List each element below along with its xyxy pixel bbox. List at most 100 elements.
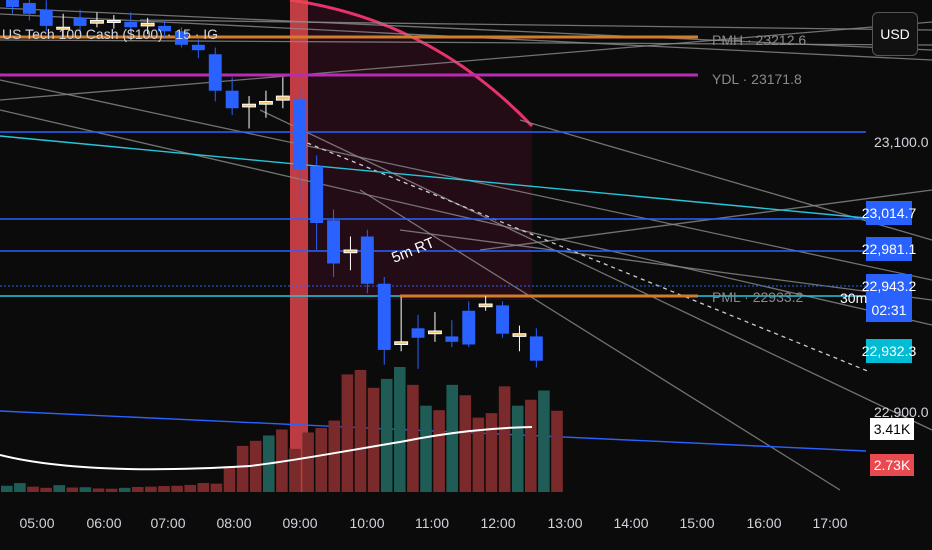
candle-body bbox=[529, 336, 543, 361]
volume-bar bbox=[105, 488, 118, 492]
price-axis-label-23100: 23,100.0 bbox=[874, 134, 929, 150]
candle-body bbox=[140, 22, 155, 27]
candle-body bbox=[327, 220, 340, 264]
candle-body bbox=[377, 283, 391, 350]
timeframe-label: 30m bbox=[840, 290, 868, 306]
candle-body bbox=[259, 101, 273, 105]
candle-body bbox=[496, 305, 509, 334]
time-tick-label: 15:00 bbox=[679, 515, 714, 531]
volume-bar bbox=[380, 378, 393, 492]
trendline-3 bbox=[139, 19, 932, 31]
volume-bar bbox=[459, 395, 472, 492]
currency-button[interactable]: USD bbox=[872, 12, 918, 56]
volume-bar bbox=[66, 487, 79, 492]
time-tick-label: 13:00 bbox=[547, 515, 582, 531]
candle-body bbox=[22, 2, 36, 14]
trendline-0 bbox=[0, 7, 932, 51]
volume-bar bbox=[472, 417, 485, 492]
time-tick-label: 08:00 bbox=[216, 515, 251, 531]
time-tick-label: 16:00 bbox=[746, 515, 781, 531]
candle-body bbox=[411, 328, 425, 338]
price-tag-2: 22,943.2 bbox=[862, 274, 916, 298]
volume-bar bbox=[249, 440, 262, 492]
volume-bar bbox=[446, 384, 458, 492]
volume-tag-1: 2.73K bbox=[870, 454, 914, 476]
price-tag-0: 23,014.7 bbox=[862, 201, 916, 225]
candle-body bbox=[73, 17, 87, 26]
candle-body bbox=[310, 166, 324, 223]
volume-bar bbox=[118, 487, 131, 492]
candle-body bbox=[275, 95, 290, 101]
trendline-10 bbox=[0, 21, 932, 101]
teal-sloped-line bbox=[0, 135, 867, 219]
volume-bar bbox=[1, 485, 13, 492]
volume-bar bbox=[79, 487, 92, 492]
volume-bar bbox=[27, 486, 39, 492]
volume-bar bbox=[538, 390, 550, 492]
price-tag-4: 22,932.3 bbox=[862, 339, 916, 363]
candle-body bbox=[6, 0, 19, 7]
volume-bar bbox=[53, 485, 65, 492]
price-axis-label-lower: 22,900.0 bbox=[874, 404, 929, 420]
volume-bar bbox=[367, 387, 380, 492]
volume-tag-0: 3.41K bbox=[870, 418, 914, 440]
time-tick-label: 05:00 bbox=[19, 515, 54, 531]
volume-bar bbox=[328, 420, 341, 492]
candle-body bbox=[208, 54, 222, 91]
candle-body bbox=[158, 25, 171, 32]
volume-bar bbox=[485, 413, 498, 492]
time-tick-label: 06:00 bbox=[86, 515, 121, 531]
volume-bar bbox=[420, 405, 432, 492]
time-tick-label: 17:00 bbox=[812, 515, 847, 531]
time-tick-label: 07:00 bbox=[150, 515, 185, 531]
volume-bar bbox=[315, 428, 327, 492]
volume-bar bbox=[289, 448, 301, 492]
volume-bar bbox=[302, 432, 314, 492]
volume-bar bbox=[498, 386, 511, 492]
trendline-9 bbox=[479, 189, 932, 251]
trendline-8 bbox=[399, 229, 932, 301]
candle-body bbox=[478, 303, 493, 308]
volume-bar bbox=[525, 399, 537, 492]
time-tick-label: 12:00 bbox=[480, 515, 515, 531]
volume-bar bbox=[433, 410, 445, 492]
candle-body bbox=[394, 341, 409, 345]
candle-body bbox=[56, 26, 71, 30]
volume-ma-line bbox=[0, 426, 533, 471]
volume-bar bbox=[132, 486, 144, 492]
volume-bar bbox=[40, 487, 52, 492]
chart-title: US Tech 100 Cash ($100) · 15 · IG bbox=[2, 26, 219, 42]
candle-body bbox=[343, 249, 358, 254]
volume-bar bbox=[171, 485, 183, 492]
pmh-level-label: PMH · 23212.6 bbox=[712, 32, 807, 48]
time-tick-label: 10:00 bbox=[349, 515, 384, 531]
volume-bar bbox=[551, 410, 563, 492]
candle-body bbox=[462, 310, 476, 345]
volume-bar bbox=[184, 484, 196, 492]
candle-body bbox=[124, 21, 138, 28]
volume-bar bbox=[92, 488, 105, 492]
trendline-7 bbox=[359, 189, 841, 491]
volume-bar bbox=[354, 369, 367, 492]
trendline-2 bbox=[0, 39, 932, 46]
candle-body bbox=[428, 330, 442, 335]
volume-bar bbox=[511, 405, 524, 492]
blue-sloped-line bbox=[0, 410, 867, 452]
time-tick-label: 11:00 bbox=[415, 515, 449, 531]
volume-bar bbox=[341, 374, 354, 492]
candle-body bbox=[191, 44, 205, 51]
candle-body bbox=[225, 90, 239, 109]
candle-body bbox=[445, 336, 459, 342]
volume-bar bbox=[407, 384, 419, 492]
time-tick-label: 14:00 bbox=[613, 515, 648, 531]
trendline-5 bbox=[0, 109, 932, 326]
volume-bar bbox=[197, 483, 210, 492]
candle-body bbox=[106, 20, 121, 23]
volume-bar bbox=[210, 483, 223, 492]
price-tag-1: 22,981.1 bbox=[862, 237, 916, 261]
volume-bar bbox=[223, 467, 236, 492]
volume-bar bbox=[145, 486, 157, 492]
time-tick-label: 09:00 bbox=[282, 515, 317, 531]
candle-body bbox=[512, 333, 527, 337]
